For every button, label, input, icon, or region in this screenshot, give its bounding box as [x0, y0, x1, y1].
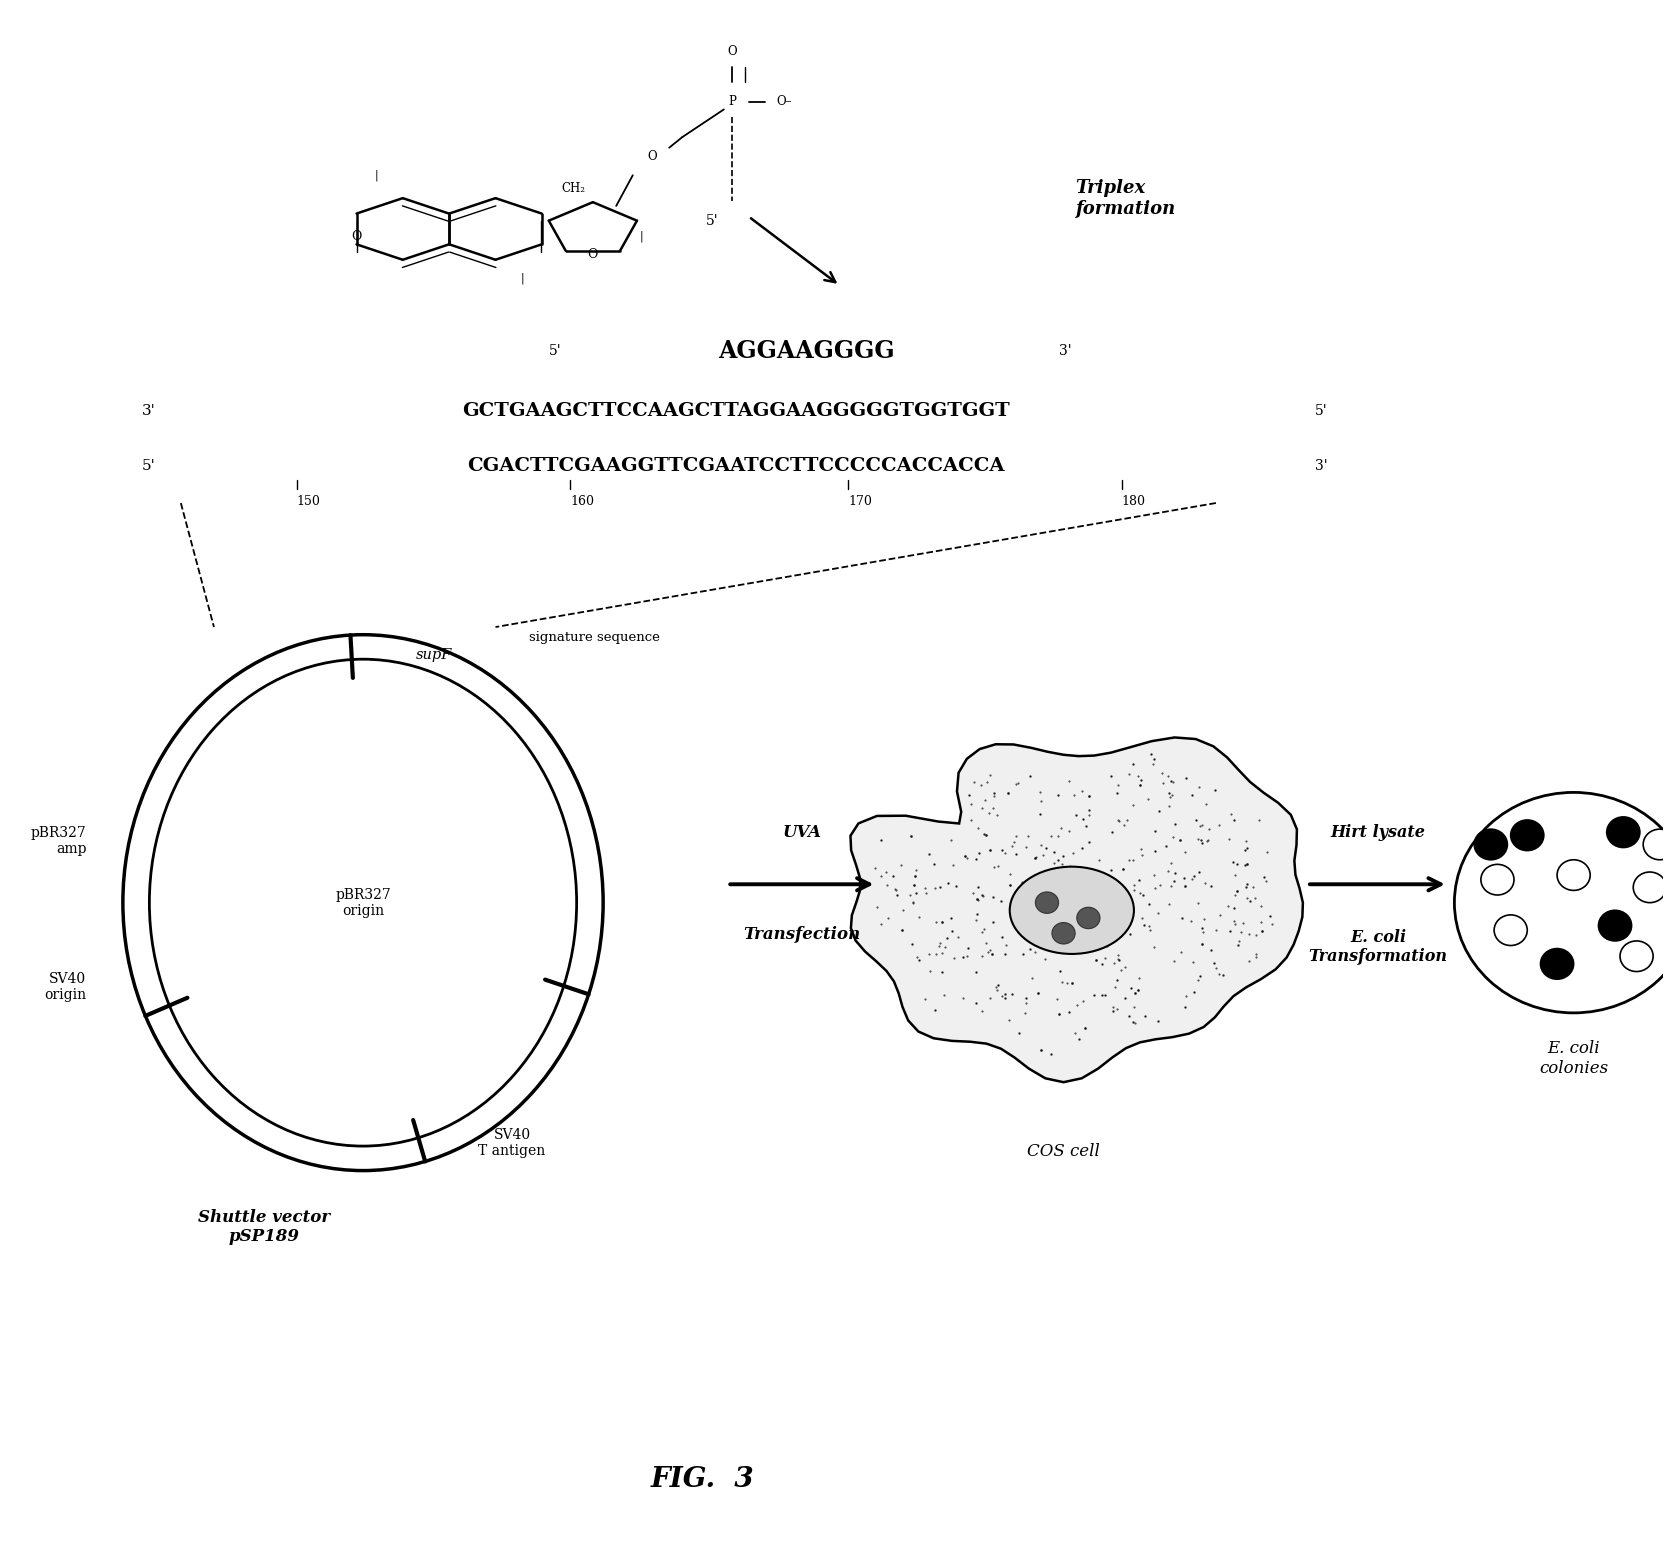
Text: 3': 3' [1059, 345, 1070, 358]
Circle shape [1455, 793, 1670, 1014]
Text: O: O [728, 45, 736, 57]
Text: O: O [588, 247, 598, 261]
Circle shape [1052, 922, 1075, 944]
Circle shape [1633, 871, 1667, 902]
Text: 160: 160 [569, 496, 595, 508]
Text: 180: 180 [1122, 496, 1146, 508]
Text: E. coli
Transformation: E. coli Transformation [1309, 929, 1448, 966]
Circle shape [1540, 949, 1573, 980]
Text: 3': 3' [142, 405, 155, 419]
Text: E. coli
colonies: E. coli colonies [1540, 1040, 1608, 1077]
Text: O: O [351, 230, 361, 243]
Text: 5': 5' [549, 345, 561, 358]
Text: pBR327
origin: pBR327 origin [336, 887, 391, 918]
Text: 170: 170 [848, 496, 872, 508]
Text: 5': 5' [1316, 405, 1328, 419]
Circle shape [1475, 830, 1508, 859]
Text: signature sequence: signature sequence [529, 630, 660, 644]
Text: CGACTTCGAAGGTTCGAATCCTTCCCCCACCACCA: CGACTTCGAAGGTTCGAATCCTTCCCCCACCACCA [468, 457, 1004, 476]
Text: pBR327
amp: pBR327 amp [30, 827, 87, 856]
Text: UVA: UVA [782, 825, 822, 842]
Text: AGGAAGGGG: AGGAAGGGG [718, 340, 895, 363]
Circle shape [1620, 941, 1653, 972]
Text: supF: supF [416, 649, 453, 663]
Text: O: O [648, 150, 658, 164]
Text: CH₂: CH₂ [561, 182, 586, 195]
Text: 5': 5' [142, 459, 155, 473]
Text: SV40
T antigen: SV40 T antigen [478, 1128, 546, 1157]
Text: FIG.  3: FIG. 3 [651, 1466, 755, 1494]
Text: 3': 3' [1316, 459, 1328, 473]
Text: |: | [640, 230, 643, 243]
Text: GCTGAAGCTTCCAAGCTTAGGAAGGGGGTGGTGGT: GCTGAAGCTTCCAAGCTTAGGAAGGGGGTGGTGGT [463, 402, 1009, 420]
Circle shape [1607, 817, 1640, 848]
Circle shape [1556, 859, 1590, 890]
Text: SV40
origin: SV40 origin [45, 972, 87, 1003]
Text: COS cell: COS cell [1027, 1143, 1101, 1160]
Polygon shape [850, 737, 1303, 1082]
Text: Hirt lysate: Hirt lysate [1331, 825, 1426, 842]
Circle shape [1511, 820, 1543, 851]
Circle shape [1495, 915, 1528, 946]
Text: 5': 5' [706, 213, 718, 227]
Text: Transfection: Transfection [743, 925, 860, 942]
Text: |: | [521, 272, 524, 284]
Text: O–: O– [777, 96, 792, 108]
Circle shape [1035, 891, 1059, 913]
Text: P: P [728, 96, 736, 108]
Circle shape [1643, 830, 1670, 859]
Text: Triplex
formation: Triplex formation [1075, 179, 1176, 218]
Circle shape [1077, 907, 1101, 929]
Text: 150: 150 [297, 496, 321, 508]
Circle shape [1481, 864, 1515, 895]
Text: |: | [374, 170, 377, 181]
Ellipse shape [1010, 867, 1134, 953]
Text: Shuttle vector
pSP189: Shuttle vector pSP189 [197, 1208, 329, 1245]
Circle shape [1598, 910, 1632, 941]
